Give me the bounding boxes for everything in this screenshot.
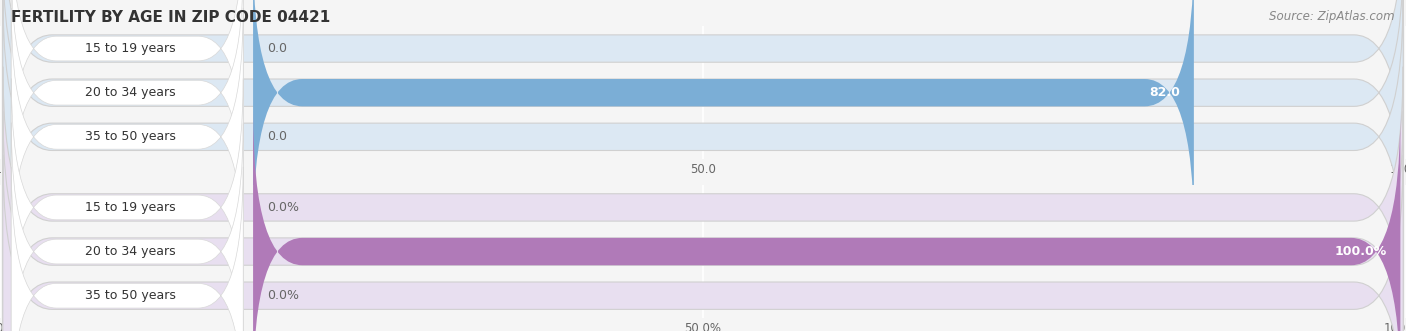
Text: 20 to 34 years: 20 to 34 years bbox=[84, 86, 176, 99]
Text: 0.0: 0.0 bbox=[267, 130, 287, 143]
Text: 35 to 50 years: 35 to 50 years bbox=[84, 289, 176, 302]
FancyBboxPatch shape bbox=[11, 123, 243, 331]
Text: 15 to 19 years: 15 to 19 years bbox=[84, 42, 176, 55]
Text: 20 to 34 years: 20 to 34 years bbox=[84, 245, 176, 258]
Text: 0.0%: 0.0% bbox=[267, 201, 299, 214]
FancyBboxPatch shape bbox=[11, 0, 243, 221]
Text: 0.0%: 0.0% bbox=[267, 289, 299, 302]
FancyBboxPatch shape bbox=[11, 0, 243, 177]
FancyBboxPatch shape bbox=[11, 8, 243, 266]
Text: 100.0%: 100.0% bbox=[1334, 245, 1386, 258]
Text: Source: ZipAtlas.com: Source: ZipAtlas.com bbox=[1270, 10, 1395, 23]
FancyBboxPatch shape bbox=[11, 78, 243, 331]
Text: 0.0: 0.0 bbox=[267, 42, 287, 55]
FancyBboxPatch shape bbox=[3, 67, 1403, 331]
FancyBboxPatch shape bbox=[3, 111, 1403, 331]
FancyBboxPatch shape bbox=[3, 0, 1403, 278]
FancyBboxPatch shape bbox=[3, 0, 1403, 189]
Text: 35 to 50 years: 35 to 50 years bbox=[84, 130, 176, 143]
FancyBboxPatch shape bbox=[3, 155, 1403, 331]
Text: FERTILITY BY AGE IN ZIP CODE 04421: FERTILITY BY AGE IN ZIP CODE 04421 bbox=[11, 10, 330, 25]
FancyBboxPatch shape bbox=[11, 167, 243, 331]
Text: 15 to 19 years: 15 to 19 years bbox=[84, 201, 176, 214]
Text: 82.0: 82.0 bbox=[1149, 86, 1180, 99]
FancyBboxPatch shape bbox=[253, 111, 1400, 331]
FancyBboxPatch shape bbox=[3, 0, 1403, 233]
FancyBboxPatch shape bbox=[253, 0, 1194, 233]
